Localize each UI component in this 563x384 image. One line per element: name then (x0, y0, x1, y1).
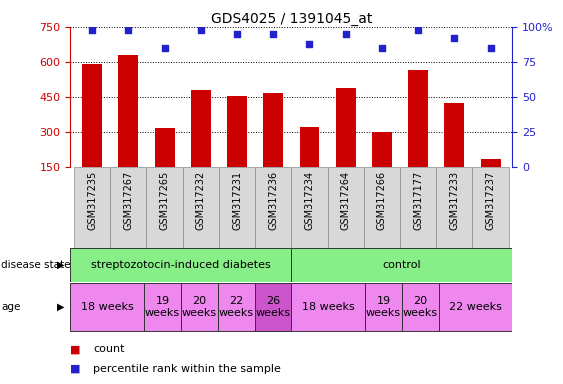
Bar (408, 70, 428, 202)
Bar (292, 248, 512, 281)
Text: 20
weeks: 20 weeks (182, 296, 217, 318)
Text: streptozotocin-induced diabetes: streptozotocin-induced diabetes (91, 260, 271, 270)
Text: 20
weeks: 20 weeks (403, 296, 438, 318)
Bar (70, 248, 292, 281)
Text: control: control (382, 260, 421, 270)
Text: ▶: ▶ (56, 302, 64, 312)
Bar (146, 167, 182, 248)
Text: GSM317231: GSM317231 (232, 171, 242, 230)
Point (88, 26, 97, 33)
Bar (400, 167, 436, 248)
Text: 22 weeks: 22 weeks (449, 302, 502, 312)
Bar (255, 167, 292, 248)
Bar (219, 167, 255, 248)
Bar (182, 167, 219, 248)
Bar (481, 159, 501, 202)
Text: 19
weeks: 19 weeks (366, 296, 401, 318)
Bar (372, 132, 392, 202)
Bar (436, 167, 472, 248)
Text: 19
weeks: 19 weeks (145, 296, 180, 318)
Bar (82, 64, 102, 202)
Point (160, 45, 169, 51)
Bar (444, 103, 464, 202)
Text: GSM317264: GSM317264 (341, 171, 351, 230)
Point (486, 45, 495, 51)
Bar (472, 167, 509, 248)
Bar (144, 283, 181, 331)
Point (233, 31, 242, 37)
Text: ▶: ▶ (56, 260, 64, 270)
Text: GSM317267: GSM317267 (123, 171, 133, 230)
Bar (118, 55, 138, 202)
Bar (365, 283, 402, 331)
Bar (300, 127, 319, 202)
Bar (218, 283, 254, 331)
Bar (402, 283, 439, 331)
Point (305, 41, 314, 47)
Bar (74, 167, 110, 248)
Text: GSM317177: GSM317177 (413, 171, 423, 230)
Point (341, 31, 350, 37)
Text: count: count (93, 344, 124, 354)
Text: GSM317236: GSM317236 (268, 171, 278, 230)
Text: GSM317237: GSM317237 (486, 171, 495, 230)
Bar (439, 283, 512, 331)
Bar (336, 88, 356, 202)
Point (269, 31, 278, 37)
Bar (263, 93, 283, 202)
Text: GSM317265: GSM317265 (159, 171, 169, 230)
Bar (227, 96, 247, 202)
Text: GSM317233: GSM317233 (449, 171, 459, 230)
Text: age: age (1, 302, 20, 312)
Text: percentile rank within the sample: percentile rank within the sample (93, 364, 281, 374)
Bar (181, 283, 218, 331)
Bar (254, 283, 292, 331)
Bar (292, 283, 365, 331)
Text: 22
weeks: 22 weeks (218, 296, 254, 318)
Bar (328, 167, 364, 248)
Text: GSM317235: GSM317235 (87, 171, 97, 230)
Text: disease state: disease state (1, 260, 70, 270)
Bar (70, 283, 144, 331)
Point (196, 26, 205, 33)
Text: GSM317232: GSM317232 (196, 171, 206, 230)
Point (450, 35, 459, 41)
Point (377, 45, 386, 51)
Text: ■: ■ (70, 364, 81, 374)
Bar (191, 90, 211, 202)
Bar (364, 167, 400, 248)
Text: 26
weeks: 26 weeks (256, 296, 291, 318)
Text: 18 weeks: 18 weeks (81, 302, 133, 312)
Point (414, 26, 423, 33)
Bar (155, 129, 175, 202)
Title: GDS4025 / 1391045_at: GDS4025 / 1391045_at (211, 12, 372, 26)
Text: 18 weeks: 18 weeks (302, 302, 355, 312)
Text: GSM317266: GSM317266 (377, 171, 387, 230)
Bar (292, 167, 328, 248)
Text: GSM317234: GSM317234 (305, 171, 315, 230)
Text: ■: ■ (70, 344, 81, 354)
Point (124, 26, 133, 33)
Bar (110, 167, 146, 248)
